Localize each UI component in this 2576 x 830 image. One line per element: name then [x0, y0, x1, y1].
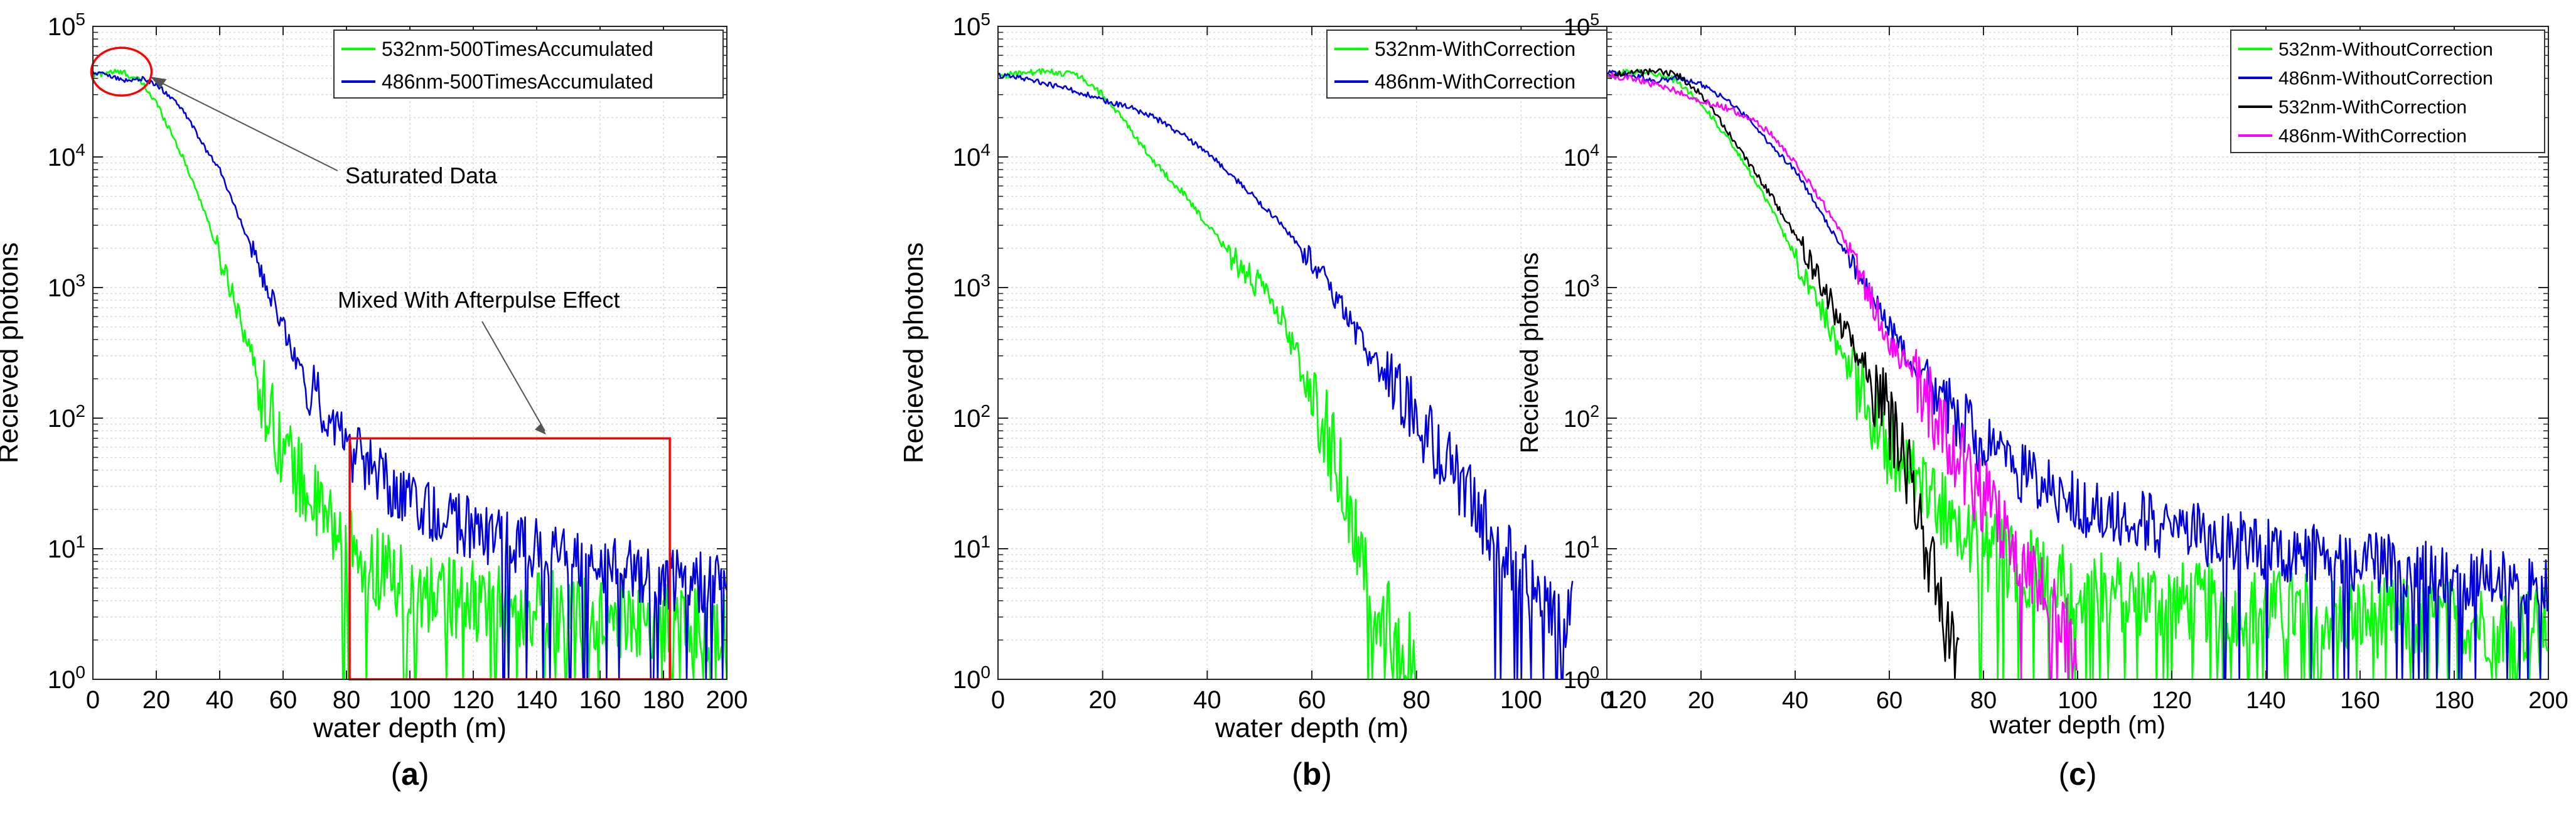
legend-entry: 486nm-500TimesAccumulated: [382, 70, 653, 93]
x-tick-label: 80: [1402, 686, 1430, 714]
x-tick-label: 180: [643, 686, 685, 714]
legend-entry: 532nm-WithCorrection: [2278, 97, 2467, 118]
series-line-2: [93, 71, 727, 679]
x-tick-label: 100: [389, 686, 431, 714]
x-tick-label: 80: [333, 686, 361, 714]
x-tick-label: 100: [1500, 686, 1542, 714]
y-tick-label: 102: [953, 401, 990, 433]
x-tick-label: 160: [579, 686, 621, 714]
y-tick-label: 100: [48, 662, 85, 694]
x-tick-label: 60: [1298, 686, 1326, 714]
x-tick-label: 20: [1688, 687, 1714, 714]
y-tick-label: 101: [1564, 532, 1599, 563]
legend-box: [333, 30, 724, 99]
panel-label: (c): [2058, 757, 2096, 792]
x-tick-label: 40: [206, 686, 234, 714]
legend-box: [2230, 30, 2545, 153]
series-line-4: [1607, 72, 2078, 679]
x-tick-label: 20: [1088, 686, 1117, 714]
series-line-1: [998, 68, 1417, 679]
x-tick-label: 0: [991, 686, 1005, 714]
y-tick-label: 100: [953, 662, 990, 694]
x-tick-label: 0: [1600, 687, 1613, 714]
y-tick-label: 100: [1564, 663, 1599, 694]
x-tick-label: 20: [142, 686, 171, 714]
x-tick-label: 60: [269, 686, 298, 714]
series-line-3: [1607, 68, 1960, 679]
y-tick-label: 101: [953, 532, 990, 563]
x-tick-label: 120: [2152, 687, 2191, 714]
saturation-circle: [90, 46, 153, 97]
y-tick-label: 103: [953, 271, 990, 302]
y-tick-label: 105: [1564, 10, 1599, 41]
annotation-saturated: Saturated Data: [345, 163, 498, 188]
x-tick-label: 200: [706, 686, 748, 714]
legend-entry: 532nm-WithCorrection: [1375, 38, 1575, 60]
annotation-afterpulse: Mixed With Afterpulse Effect: [338, 287, 620, 313]
y-axis-label: Recieved photons: [1516, 252, 1543, 453]
x-tick-label: 40: [1193, 686, 1221, 714]
legend-entry: 486nm-WithCorrection: [1375, 70, 1575, 93]
grid: [1607, 26, 2548, 679]
legend: 532nm-WithoutCorrection 486nm-WithoutCorr…: [2230, 30, 2545, 153]
legend-entry: 532nm-WithoutCorrection: [2278, 40, 2493, 60]
x-axis-label: water depth (m): [1215, 713, 1409, 743]
y-tick-label: 103: [48, 271, 85, 302]
x-tick-label: 0: [86, 686, 100, 714]
panel-label: (a): [390, 757, 429, 792]
x-axis-label: water depth (m): [313, 713, 507, 743]
y-tick-label: 104: [1564, 141, 1599, 171]
y-tick-label: 104: [48, 140, 85, 171]
x-tick-label: 200: [2528, 687, 2568, 714]
legend: 532nm-500TimesAccumulated 486nm-500TimesA…: [333, 30, 724, 99]
chart-a: Saturated Data Mixed With Afterpulse Effe…: [0, 9, 748, 792]
legend-entry: 486nm-WithCorrection: [2278, 126, 2467, 147]
y-tick-label: 105: [953, 9, 990, 41]
x-tick-label: 40: [1782, 687, 1808, 714]
arrow-head: [535, 423, 546, 435]
series-line-2: [998, 72, 1574, 679]
x-tick-label: 100: [2058, 687, 2097, 714]
y-tick-label: 104: [953, 140, 990, 171]
series-line-1: [1607, 68, 2548, 679]
x-tick-label: 160: [2340, 687, 2380, 714]
series-group: [998, 68, 1574, 679]
y-tick-label: 101: [48, 532, 85, 563]
x-tick-label: 120: [1605, 686, 1647, 714]
series-line-2: [1607, 70, 2548, 679]
arrow-head: [150, 77, 167, 89]
legend-entry: 532nm-500TimesAccumulated: [382, 38, 653, 60]
y-tick-label: 102: [48, 401, 85, 433]
y-tick-label: 102: [1564, 402, 1599, 433]
annotation-arrow: [481, 321, 545, 431]
x-tick-label: 180: [2434, 687, 2474, 714]
series-group: [93, 68, 727, 679]
chart-c: 0 20 40 60 80 100 120 140 160 180 2001001011021031…: [1516, 10, 2568, 792]
x-tick-label: 120: [453, 686, 495, 714]
x-tick-label: 140: [516, 686, 558, 714]
series-line-1: [93, 68, 727, 679]
y-axis-label: Recieved photons: [898, 242, 929, 463]
legend-entry: 486nm-WithoutCorrection: [2278, 68, 2493, 89]
y-tick-label: 105: [48, 9, 85, 41]
series-group: [1607, 68, 2548, 679]
x-tick-label: 80: [1970, 687, 1997, 714]
x-tick-label: 140: [2246, 687, 2285, 714]
x-tick-label: 60: [1876, 687, 1902, 714]
panel-label: (b): [1292, 757, 1332, 792]
x-axis-label: water depth (m): [1989, 711, 2165, 739]
y-tick-label: 103: [1564, 271, 1599, 302]
annotation-arrow: [154, 78, 338, 171]
y-axis-label: Recieved photons: [0, 242, 24, 463]
